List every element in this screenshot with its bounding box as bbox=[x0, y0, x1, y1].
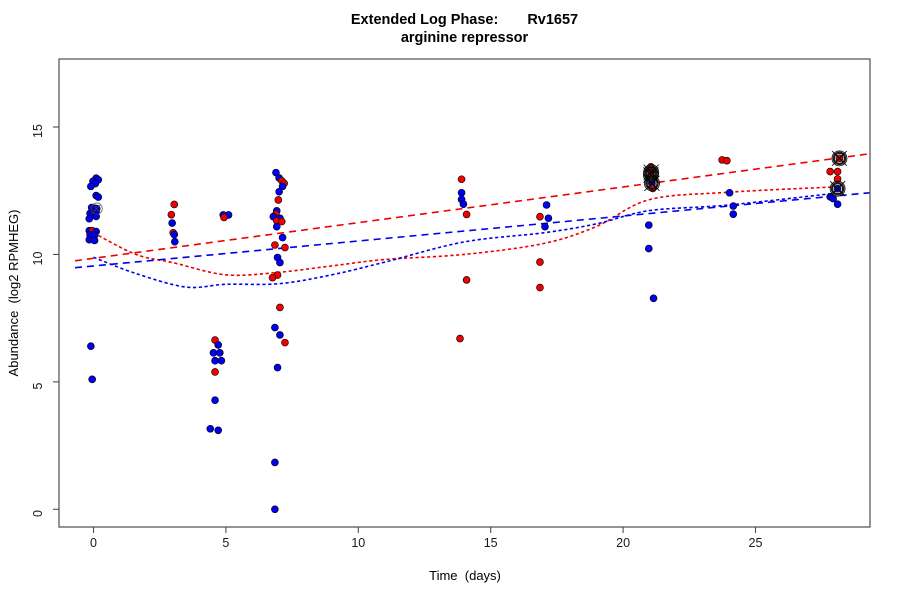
svg-text:10: 10 bbox=[351, 536, 365, 550]
svg-text:10: 10 bbox=[31, 252, 45, 266]
svg-text:15: 15 bbox=[484, 536, 498, 550]
svg-text:Abundance (log2 RPMHEG): Abundance (log2 RPMHEG) bbox=[6, 210, 21, 377]
svg-text:5: 5 bbox=[222, 536, 229, 550]
svg-text:25: 25 bbox=[749, 536, 763, 550]
svg-text:20: 20 bbox=[616, 536, 630, 550]
svg-text:Time (days): Time (days) bbox=[429, 568, 501, 583]
svg-text:0: 0 bbox=[31, 510, 45, 517]
svg-text:0: 0 bbox=[90, 536, 97, 550]
svg-text:15: 15 bbox=[31, 124, 45, 138]
svg-text:5: 5 bbox=[31, 382, 45, 389]
